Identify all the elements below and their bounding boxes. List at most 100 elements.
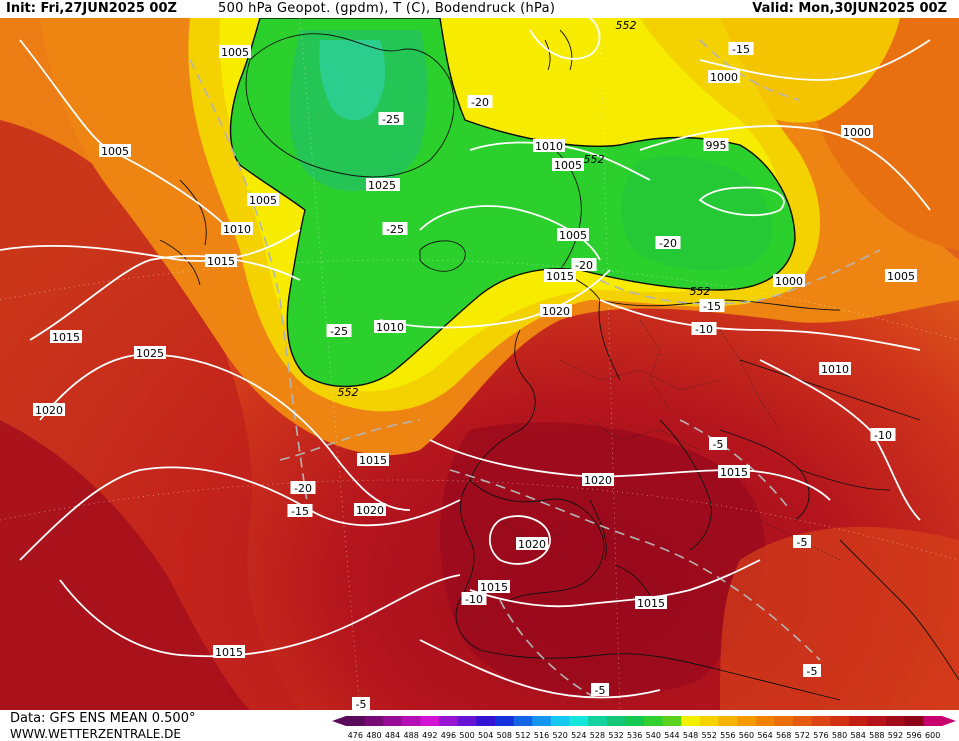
geopotential-label: 552 <box>690 285 711 298</box>
colorbar-label: 476 <box>348 731 363 740</box>
colorbar-swatch <box>737 716 757 726</box>
isobar-label: 1010 <box>533 139 565 153</box>
svg-text:1010: 1010 <box>223 223 251 236</box>
isobar-labels: 1005 1005 1005 1010 1015 1015 1025 1020 1015 1010… <box>33 45 917 659</box>
colorbar-label: 556 <box>720 731 735 740</box>
svg-text:1005: 1005 <box>101 145 129 158</box>
temperature-label: -10 <box>691 322 717 336</box>
colorbar-label: 508 <box>497 731 512 740</box>
svg-text:1020: 1020 <box>35 404 63 417</box>
svg-text:1000: 1000 <box>775 275 803 288</box>
colorbar-swatch <box>923 716 943 726</box>
svg-text:-20: -20 <box>294 482 312 495</box>
colorbar-label: 592 <box>888 731 903 740</box>
svg-text:1015: 1015 <box>359 454 387 467</box>
colorbar-label: 520 <box>553 731 568 740</box>
colorbar-swatch <box>774 716 794 726</box>
svg-text:1000: 1000 <box>843 126 871 139</box>
isobar-label: 1000 <box>841 125 873 139</box>
colorbar-label: 496 <box>441 731 456 740</box>
colorbar-swatch <box>644 716 664 726</box>
temperature-label: -10 <box>461 592 487 606</box>
colorbar-label: 596 <box>906 731 921 740</box>
svg-text:1005: 1005 <box>221 46 249 59</box>
isobar-label: 1000 <box>773 274 805 288</box>
svg-text:-5: -5 <box>807 665 818 678</box>
colorbar-label: 544 <box>664 731 679 740</box>
svg-text:1015: 1015 <box>546 270 574 283</box>
svg-text:552: 552 <box>338 386 359 399</box>
colorbar-label: 576 <box>813 731 828 740</box>
colorbar: 476 480 484 488 492 496 500 504 508 512 516 520 524 5… <box>332 716 956 740</box>
colorbar-max-arrow <box>942 716 956 726</box>
isobar-label: 1025 <box>366 178 398 192</box>
svg-text:1010: 1010 <box>821 363 849 376</box>
colorbar-swatch <box>346 716 366 726</box>
temperature-label: -5 <box>793 535 811 549</box>
colorbar-swatch <box>718 716 738 726</box>
isobar-label: 1015 <box>635 596 667 610</box>
temperature-label: -10 <box>870 428 896 442</box>
map-canvas: 1005 1005 1005 1010 1015 1015 1025 1020 1015 1010… <box>0 18 959 710</box>
colorbar-label: 500 <box>459 731 474 740</box>
svg-text:-25: -25 <box>382 113 400 126</box>
svg-text:-20: -20 <box>659 237 677 250</box>
colorbar-swatch <box>755 716 775 726</box>
temperature-label: -20 <box>290 481 316 495</box>
colorbar-label: 492 <box>422 731 437 740</box>
svg-text:-25: -25 <box>386 223 404 236</box>
isobar-label: 1005 <box>557 228 589 242</box>
temperature-label: -20 <box>655 236 681 250</box>
svg-text:-15: -15 <box>703 300 721 313</box>
colorbar-label: 552 <box>702 731 717 740</box>
temperature-label: -25 <box>326 324 352 338</box>
svg-text:-10: -10 <box>465 593 483 606</box>
isobar-label: 1020 <box>516 537 548 551</box>
colorbar-swatch <box>830 716 850 726</box>
isotherms <box>189 39 881 701</box>
svg-text:1015: 1015 <box>637 597 665 610</box>
svg-text:1015: 1015 <box>207 255 235 268</box>
weather-map: 1005 1005 1005 1010 1015 1015 1025 1020 1015 1010… <box>0 18 959 710</box>
temperature-label: -5 <box>591 683 609 697</box>
colorbar-label: 516 <box>534 731 549 740</box>
colorbar-swatch <box>495 716 515 726</box>
colorbar-label: 588 <box>869 731 884 740</box>
map-title: 500 hPa Geopot. (gpdm), T (C), Bodendruc… <box>218 1 556 16</box>
geopotential-labels: 552 552 552 552 <box>338 19 711 399</box>
colorbar-swatch <box>476 716 496 726</box>
isobar-label: 1015 <box>478 580 510 594</box>
colorbar-label: 572 <box>795 731 810 740</box>
colorbar-label: 600 <box>925 731 940 740</box>
isobar-label: 1020 <box>33 403 65 417</box>
colorbar-swatch <box>550 716 570 726</box>
colorbar-label: 504 <box>478 731 493 740</box>
colorbar-swatch <box>867 716 887 726</box>
isobar-label: 1005 <box>219 45 251 59</box>
geopotential-label: 552 <box>616 19 637 32</box>
isobar-label: 1020 <box>354 503 386 517</box>
temperature-label: -25 <box>382 222 408 236</box>
colorbar-swatch <box>625 716 645 726</box>
colorbar-label: 484 <box>385 731 400 740</box>
colorbar-swatch <box>513 716 533 726</box>
colorbar-label: 548 <box>683 731 698 740</box>
temperature-label: -20 <box>571 258 597 272</box>
isobar-label: 1010 <box>374 320 406 334</box>
svg-text:1005: 1005 <box>554 159 582 172</box>
isobar-label: 995 <box>703 138 729 152</box>
colorbar-swatch <box>457 716 477 726</box>
svg-text:1025: 1025 <box>368 179 396 192</box>
colorbar-label: 512 <box>515 731 530 740</box>
temperature-label: -5 <box>803 664 821 678</box>
colorbar-swatch <box>588 716 608 726</box>
svg-text:1010: 1010 <box>376 321 404 334</box>
isobar-label: 1005 <box>99 144 131 158</box>
isobar-label: 1015 <box>544 269 576 283</box>
colorbar-swatch <box>364 716 384 726</box>
isobar-label: 1010 <box>819 362 851 376</box>
se-band <box>720 526 959 710</box>
geopotential-label: 552 <box>584 153 605 166</box>
colorbar-label: 524 <box>571 731 586 740</box>
svg-text:-5: -5 <box>797 536 808 549</box>
